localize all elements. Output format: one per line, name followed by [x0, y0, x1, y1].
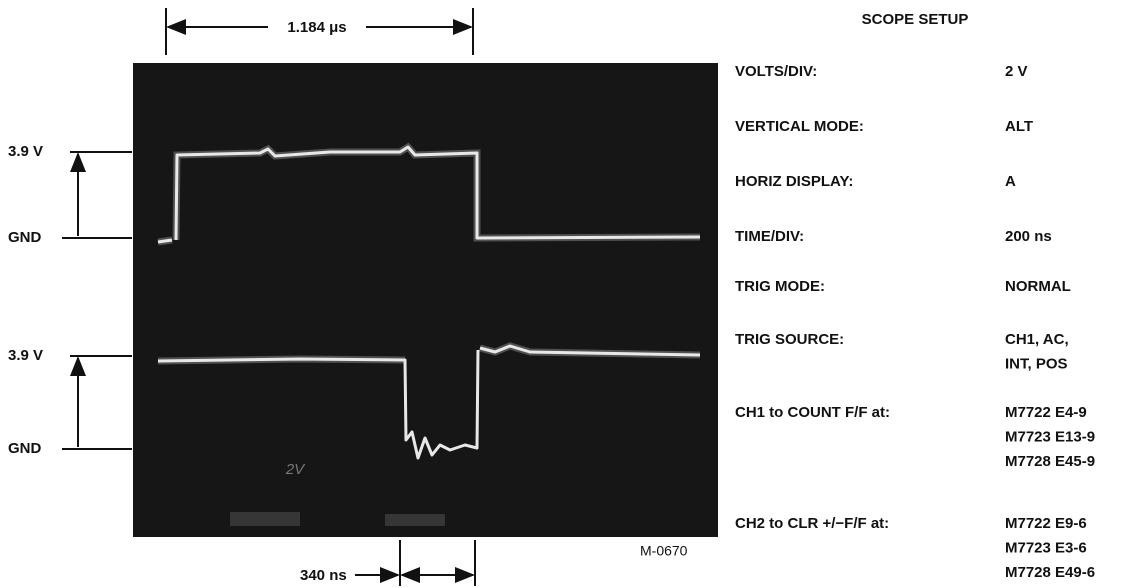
setup-value: M7728 E49-6	[1005, 564, 1095, 581]
channel1-trace	[157, 145, 701, 244]
trace-label: 2V	[285, 461, 306, 478]
delay-label: 340 ns	[300, 567, 347, 584]
setup-rows: VOLTS/DIV: 2 V VERTICAL MODE: ALT HORIZ DISP…	[735, 63, 1095, 581]
setup-label: TRIG MODE:	[735, 278, 825, 295]
setup-value: ALT	[1005, 118, 1033, 135]
setup-label: CH1 to COUNT F/F at:	[735, 404, 890, 421]
period-label: 1.184 μs	[287, 19, 346, 36]
setup-value: A	[1005, 173, 1016, 190]
setup-title: SCOPE SETUP	[862, 11, 969, 28]
setup-value: 2 V	[1005, 63, 1028, 80]
setup-value: M7728 E45-9	[1005, 453, 1095, 470]
setup-value: CH1, AC,	[1005, 331, 1069, 348]
setup-label: CH2 to CLR +/−F/F at:	[735, 515, 889, 532]
setup-value: INT, POS	[1005, 355, 1068, 372]
figure-id: M-0670	[640, 543, 688, 559]
setup-label: HORIZ DISPLAY:	[735, 173, 853, 190]
channel2-scale: 3.9 V GND	[8, 347, 132, 457]
setup-value: 200 ns	[1005, 228, 1052, 245]
low-label: GND	[8, 229, 42, 246]
setup-value: M7723 E3-6	[1005, 539, 1087, 556]
setup-label: TRIG SOURCE:	[735, 331, 844, 348]
setup-label: VERTICAL MODE:	[735, 118, 864, 135]
low-label: GND	[8, 440, 42, 457]
traces	[157, 142, 701, 460]
delay-dimension: 340 ns	[300, 540, 476, 586]
high-label: 3.9 V	[8, 143, 43, 160]
setup-value: M7722 E4-9	[1005, 404, 1087, 421]
setup-value: NORMAL	[1005, 278, 1071, 295]
scope-screen	[133, 63, 718, 537]
high-label: 3.9 V	[8, 347, 43, 364]
channel2-trace	[157, 344, 701, 460]
setup-label: TIME/DIV:	[735, 228, 804, 245]
screen-glare	[230, 512, 300, 526]
setup-value: M7723 E13-9	[1005, 428, 1095, 445]
screen-glare	[385, 514, 445, 526]
period-dimension: 1.184 μs	[165, 8, 474, 55]
channel1-scale: 3.9 V GND	[8, 143, 132, 246]
setup-value: M7722 E9-6	[1005, 515, 1087, 532]
setup-label: VOLTS/DIV:	[735, 63, 817, 80]
